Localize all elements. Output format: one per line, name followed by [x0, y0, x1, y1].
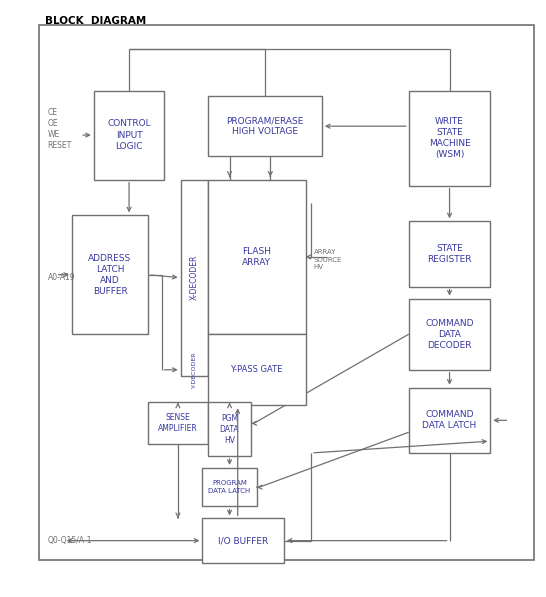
Text: SENSE
AMPLIFIER: SENSE AMPLIFIER [158, 413, 198, 433]
Bar [94, 91, 164, 180]
Text: COMMAND
DATA
DECODER: COMMAND DATA DECODER [425, 319, 474, 350]
Bar [203, 468, 257, 506]
Text: I/O BUFFER: I/O BUFFER [218, 536, 268, 545]
Text: WRITE
STATE
MACHINE
(WSM): WRITE STATE MACHINE (WSM) [429, 117, 471, 159]
Text: FLASH
ARRAY: FLASH ARRAY [242, 247, 271, 267]
Bar [203, 518, 284, 563]
Bar [409, 221, 490, 287]
Text: A0-A19: A0-A19 [48, 273, 75, 282]
Bar [208, 402, 251, 456]
Text: PGM
DATA
HV: PGM DATA HV [219, 414, 239, 445]
Text: X-DECODER: X-DECODER [189, 255, 199, 300]
Text: PROGRAM/ERASE
HIGH VOLTAGE: PROGRAM/ERASE HIGH VOLTAGE [226, 116, 304, 136]
Bar [208, 334, 306, 405]
Text: PROGRAM
DATA LATCH: PROGRAM DATA LATCH [209, 481, 251, 494]
Text: Y-PASS GATE: Y-PASS GATE [230, 365, 283, 374]
Bar [148, 402, 208, 444]
Bar [409, 298, 490, 370]
Text: ADDRESS
LATCH
AND
BUFFER: ADDRESS LATCH AND BUFFER [88, 254, 132, 296]
Text: CE
OE
WE
RESET: CE OE WE RESET [48, 108, 72, 150]
Bar [409, 387, 490, 453]
Text: Q0-Q15/A-1: Q0-Q15/A-1 [48, 536, 92, 545]
Text: ARRAY
SOURCE
HV: ARRAY SOURCE HV [314, 250, 342, 270]
Bar [72, 216, 148, 334]
Text: Y-DECODER: Y-DECODER [192, 352, 197, 388]
Bar [409, 91, 490, 186]
Bar [208, 180, 306, 334]
Text: CONTROL
INPUT
LOGIC: CONTROL INPUT LOGIC [107, 119, 151, 150]
Text: BLOCK  DIAGRAM: BLOCK DIAGRAM [45, 16, 146, 26]
Bar [208, 97, 322, 156]
Text: COMMAND
DATA LATCH: COMMAND DATA LATCH [423, 410, 477, 430]
Text: STATE
REGISTER: STATE REGISTER [428, 244, 472, 264]
Bar [181, 180, 208, 376]
